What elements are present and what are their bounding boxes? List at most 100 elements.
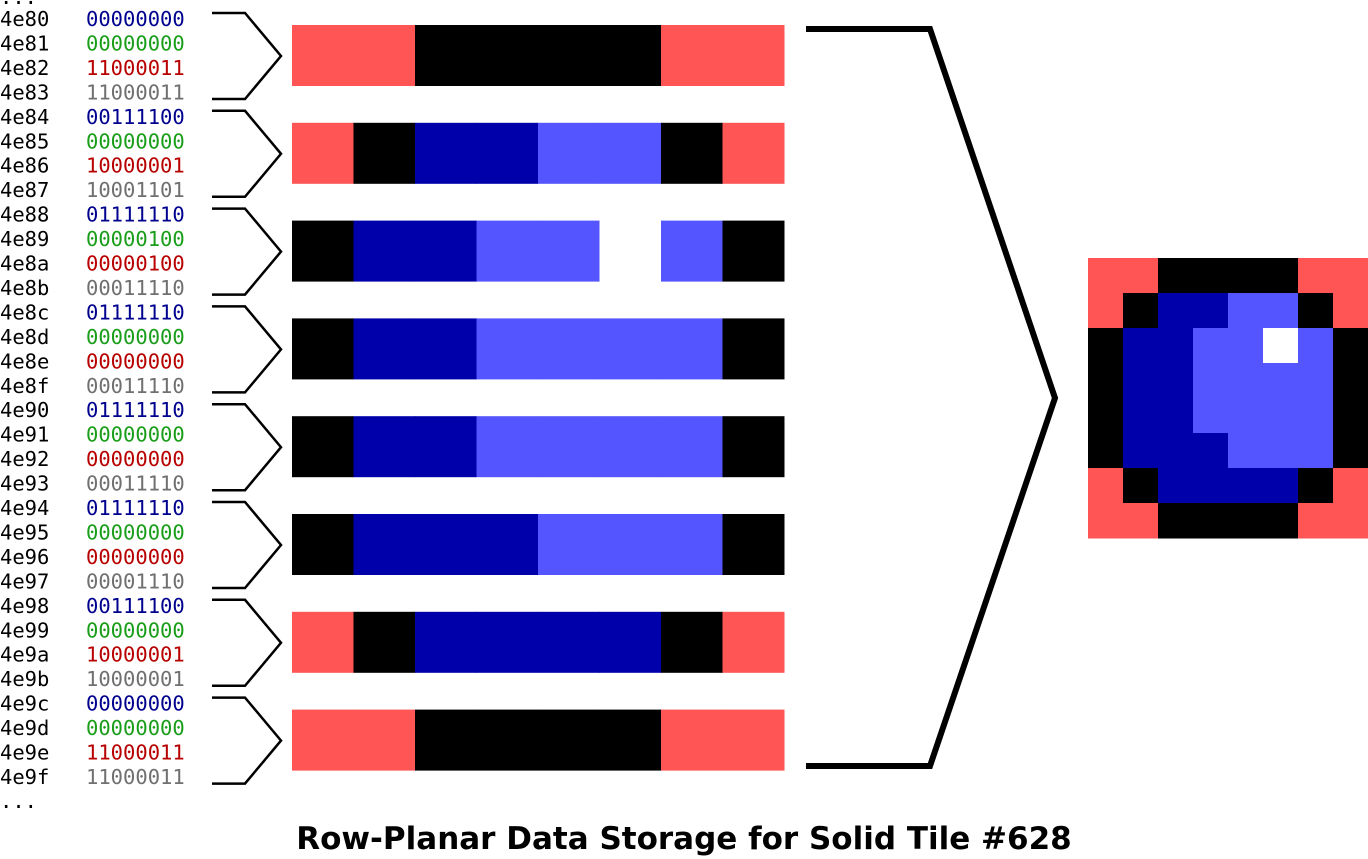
strip-pixel (599, 611, 662, 673)
strip-pixel (415, 25, 477, 86)
byte-bits: 00000000 (86, 32, 185, 56)
tile-pixel (1298, 433, 1334, 469)
strip-pixel (292, 220, 354, 282)
byte-bits: 00000000 (86, 129, 185, 153)
strip-pixel (292, 122, 354, 184)
tile-pixel (1193, 328, 1229, 364)
strip-pixel (538, 25, 600, 86)
tile-pixel (1088, 398, 1124, 434)
strip-pixel (722, 416, 785, 478)
byte-bits: 11000011 (86, 80, 185, 104)
strip-pixel (661, 25, 723, 86)
byte-address: 4e95 (0, 521, 49, 545)
tile-rows: 4e80 00000000 4e81 00000000 4e82 11000011 4e83… (0, 7, 785, 789)
tile-pixel (1158, 468, 1194, 504)
tile-pixel (1123, 293, 1159, 329)
byte-address: 4e8c (0, 300, 49, 324)
byte-address: 4e87 (0, 178, 49, 202)
strip-pixel (722, 25, 785, 86)
tile-pixel (1123, 433, 1159, 469)
strip-pixel (722, 318, 785, 380)
tile-row: 4e8c 01111110 4e8d 00000000 4e8e 00000000 4e8f… (0, 300, 785, 398)
strip-pixel (292, 611, 354, 673)
tile-pixel (1123, 468, 1159, 504)
byte-bits: 00000000 (86, 447, 185, 471)
byte-address: 4e8b (0, 276, 49, 300)
byte-address: 4e82 (0, 56, 49, 80)
tile-row: 4e90 01111110 4e91 00000000 4e92 00000000 4e93… (0, 398, 785, 496)
tile-pixel (1088, 328, 1124, 364)
tile-pixel (1298, 293, 1334, 329)
strip-pixel (661, 514, 723, 575)
byte-bits: 00000100 (86, 227, 185, 251)
tile-row: 4e84 00111100 4e85 00000000 4e86 10000001 4e87… (0, 105, 785, 202)
strip-pixel (415, 122, 477, 184)
ellipsis-top: ... (0, 0, 37, 9)
row-bracket (212, 305, 283, 394)
tile-pixel (1228, 363, 1264, 399)
strip-pixel (661, 318, 723, 380)
strip-pixel (538, 709, 600, 771)
strip-pixel (415, 709, 477, 771)
byte-address: 4e85 (0, 129, 49, 153)
strip-pixel (353, 25, 416, 86)
byte-address: 4e8d (0, 325, 49, 349)
byte-bits: 10000001 (86, 667, 185, 691)
byte-address: 4e90 (0, 398, 49, 422)
strip-pixel (661, 220, 723, 282)
tile-pixel (1123, 328, 1159, 364)
tile-pixel (1123, 503, 1159, 539)
tile-pixel (1228, 433, 1264, 469)
strip-pixel (538, 611, 600, 673)
tile-pixel (1263, 398, 1299, 434)
tile-pixel (1193, 258, 1229, 294)
strip-pixel (353, 416, 416, 478)
tile-pixel (1158, 503, 1194, 539)
tile-pixel (1193, 363, 1229, 399)
row-bracket (212, 207, 283, 296)
tile-pixel (1333, 503, 1368, 539)
strip-pixel (722, 122, 785, 184)
byte-address: 4e86 (0, 154, 49, 178)
tile-pixel (1263, 468, 1299, 504)
tile-pixel (1088, 363, 1124, 399)
strip-pixel (353, 318, 416, 380)
byte-bits: 01111110 (86, 398, 185, 422)
byte-bits: 00000000 (86, 325, 185, 349)
row-bracket (212, 402, 283, 492)
assembly-arrow (806, 26, 1059, 769)
strip-pixel (476, 220, 539, 282)
byte-address: 4e92 (0, 447, 49, 471)
tile-pixel (1193, 398, 1229, 434)
byte-bits: 00000000 (86, 692, 185, 716)
tile-pixel (1263, 433, 1299, 469)
tile-pixel (1088, 503, 1124, 539)
strip-pixel (353, 709, 416, 771)
strip-pixel (599, 318, 662, 380)
strip-pixel (722, 611, 785, 673)
strip-pixel (599, 220, 662, 282)
strip-pixel (599, 514, 662, 575)
byte-bits: 00000000 (86, 618, 185, 642)
byte-bits: 00000000 (86, 716, 185, 740)
tile-pixel (1123, 258, 1159, 294)
byte-bits: 00011110 (86, 276, 185, 300)
byte-address: 4e9f (0, 765, 49, 789)
strip-pixel (599, 416, 662, 478)
byte-address: 4e8f (0, 374, 49, 398)
tile-pixel (1193, 433, 1229, 469)
row-bracket (212, 500, 283, 590)
tile-pixel (1298, 398, 1334, 434)
diagram-title: Row-Planar Data Storage for Solid Tile #… (296, 821, 1071, 857)
tile-pixel (1263, 258, 1299, 294)
tile-pixel (1263, 363, 1299, 399)
byte-bits: 00011110 (86, 472, 185, 496)
strip-pixel (722, 709, 785, 771)
tile-pixel (1298, 328, 1334, 364)
strip-pixel (476, 514, 539, 575)
byte-bits: 10001101 (86, 178, 185, 202)
strip-pixel (292, 709, 354, 771)
strip-pixel (722, 220, 785, 282)
tile-pixel (1333, 363, 1368, 399)
byte-address: 4e96 (0, 545, 49, 569)
